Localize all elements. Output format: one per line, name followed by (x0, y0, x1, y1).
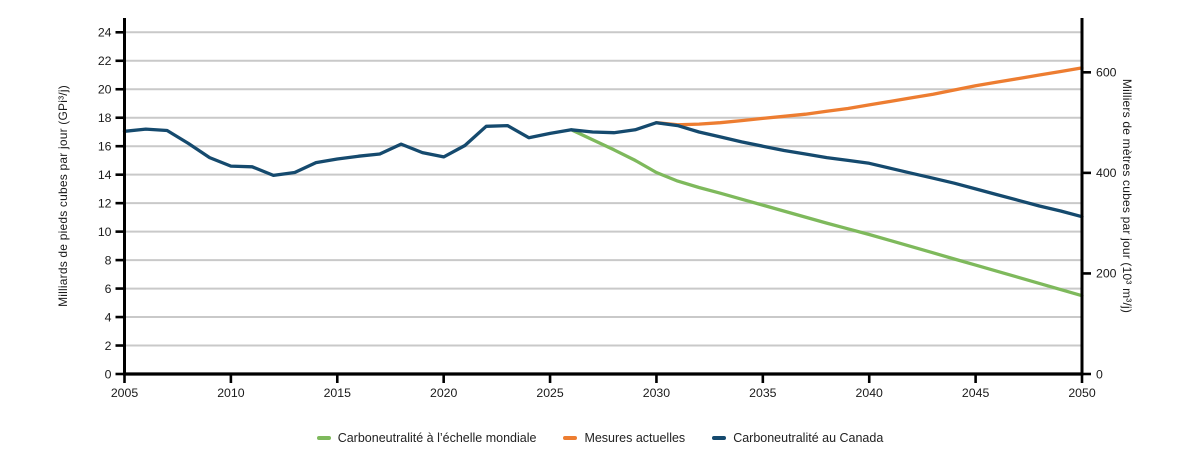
left-axis-tick-label: 2 (105, 339, 112, 353)
legend: Carboneutralité à l’échelle mondiale Mes… (0, 431, 1200, 445)
right-axis-tick-label: 400 (1096, 166, 1117, 180)
legend-item-current-measures: Mesures actuelles (563, 431, 685, 445)
x-axis-tick-label: 2010 (217, 386, 245, 400)
legend-label: Mesures actuelles (584, 431, 686, 445)
current-measures-line-swatch (563, 436, 578, 440)
x-axis-tick-label: 2005 (111, 386, 139, 400)
left-axis-tick-label: 20 (98, 83, 112, 97)
x-axis-tick-label: 2015 (324, 386, 352, 400)
legend-label: Carboneutralité au Canada (733, 431, 884, 445)
left-axis-tick-label: 8 (105, 253, 112, 267)
left-axis-tick-label: 16 (98, 140, 112, 154)
x-axis-tick-label: 2040 (856, 386, 884, 400)
left-axis-title: Milliards de pieds cubes par jour (GPi³/… (56, 85, 70, 307)
left-axis-tick-label: 4 (105, 310, 112, 324)
left-axis-tick-label: 10 (98, 225, 112, 239)
right-axis-title: Milliers de mètres cubes par jour (10³ m… (1120, 78, 1134, 314)
right-axis-tick-label: 0 (1096, 367, 1103, 381)
series-line-2 (122, 121, 1084, 219)
x-axis-tick-label: 2035 (749, 386, 777, 400)
x-axis-tick-label: 2045 (962, 386, 990, 400)
right-axis-tick-label: 200 (1096, 267, 1117, 281)
legend-item-global-net-zero: Carboneutralité à l’échelle mondiale (316, 431, 537, 445)
series-line-1 (654, 66, 1084, 127)
x-axis-tick-label: 2025 (536, 386, 564, 400)
series-line-0 (569, 128, 1084, 298)
x-axis-tick-label: 2050 (1068, 386, 1096, 400)
right-axis-tick-label: 600 (1096, 66, 1117, 80)
left-axis-tick-label: 18 (98, 111, 112, 125)
left-axis-tick-label: 12 (98, 196, 112, 210)
x-axis-tick-label: 2030 (643, 386, 671, 400)
left-axis-tick-label: 0 (105, 367, 112, 381)
legend-label: Carboneutralité à l’échelle mondiale (337, 431, 537, 445)
left-axis-tick-label: 24 (98, 26, 112, 40)
left-axis-tick-label: 6 (105, 282, 112, 296)
legend-item-canada-net-zero: Carboneutralité au Canada (712, 431, 883, 445)
canada-net-zero-line-swatch (712, 436, 727, 440)
global-net-zero-line-swatch (316, 436, 331, 440)
left-axis-tick-label: 22 (98, 54, 112, 68)
x-axis-tick-label: 2020 (430, 386, 458, 400)
left-axis-tick-label: 14 (98, 168, 112, 182)
